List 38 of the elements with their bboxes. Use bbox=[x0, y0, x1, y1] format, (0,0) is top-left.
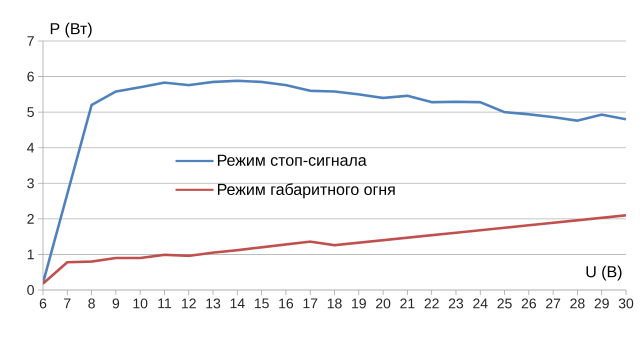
y-tick-label: 5 bbox=[27, 107, 34, 118]
y-tick-label: 3 bbox=[27, 178, 34, 188]
y-tick-label: 6 bbox=[27, 72, 34, 82]
x-tick-label: 29 bbox=[594, 298, 609, 308]
x-tick-label: 25 bbox=[497, 298, 512, 308]
x-tick-label: 6 bbox=[40, 298, 46, 308]
x-tick-label: 11 bbox=[158, 298, 172, 308]
x-tick-label: 28 bbox=[570, 298, 585, 308]
y-tick-label: 7 bbox=[27, 36, 34, 46]
x-tick-label: 18 bbox=[328, 298, 342, 308]
x-tick-label: 14 bbox=[230, 298, 245, 308]
x-tick-label: 17 bbox=[304, 298, 318, 308]
x-tick-label: 10 bbox=[133, 298, 148, 308]
x-tick-label: 9 bbox=[112, 298, 120, 308]
x-tick-label: 21 bbox=[400, 298, 414, 308]
x-tick-label: 27 bbox=[546, 298, 560, 308]
x-tick-label: 22 bbox=[424, 298, 439, 308]
line-series bbox=[43, 80, 626, 284]
x-tick-label: 13 bbox=[206, 298, 220, 308]
x-tick-label: 16 bbox=[279, 298, 294, 308]
x-tick-label: 19 bbox=[352, 298, 366, 308]
x-tick-label: 20 bbox=[376, 298, 390, 308]
x-tick-label: 7 bbox=[64, 298, 70, 308]
y-tick-label: 2 bbox=[27, 214, 34, 224]
y-tick-label: 1 bbox=[28, 250, 34, 260]
x-axis-title: U (В) bbox=[586, 266, 622, 280]
legend-label: Режим габаритного огня bbox=[218, 183, 395, 198]
legend-label: Режим стоп-сигнала bbox=[218, 154, 367, 166]
x-tick-label: 15 bbox=[254, 298, 269, 308]
x-tick-label: 30 bbox=[618, 298, 634, 308]
y-axis-title: P (Вт) bbox=[50, 22, 92, 38]
y-tick-label: 4 bbox=[27, 142, 34, 153]
x-tick-label: 26 bbox=[522, 298, 536, 308]
x-tick-label: 8 bbox=[88, 298, 95, 308]
x-tick-label: 23 bbox=[448, 298, 464, 308]
y-tick-label: 0 bbox=[27, 285, 34, 295]
x-tick-label: 24 bbox=[473, 298, 488, 308]
x-tick-label: 12 bbox=[182, 298, 196, 308]
